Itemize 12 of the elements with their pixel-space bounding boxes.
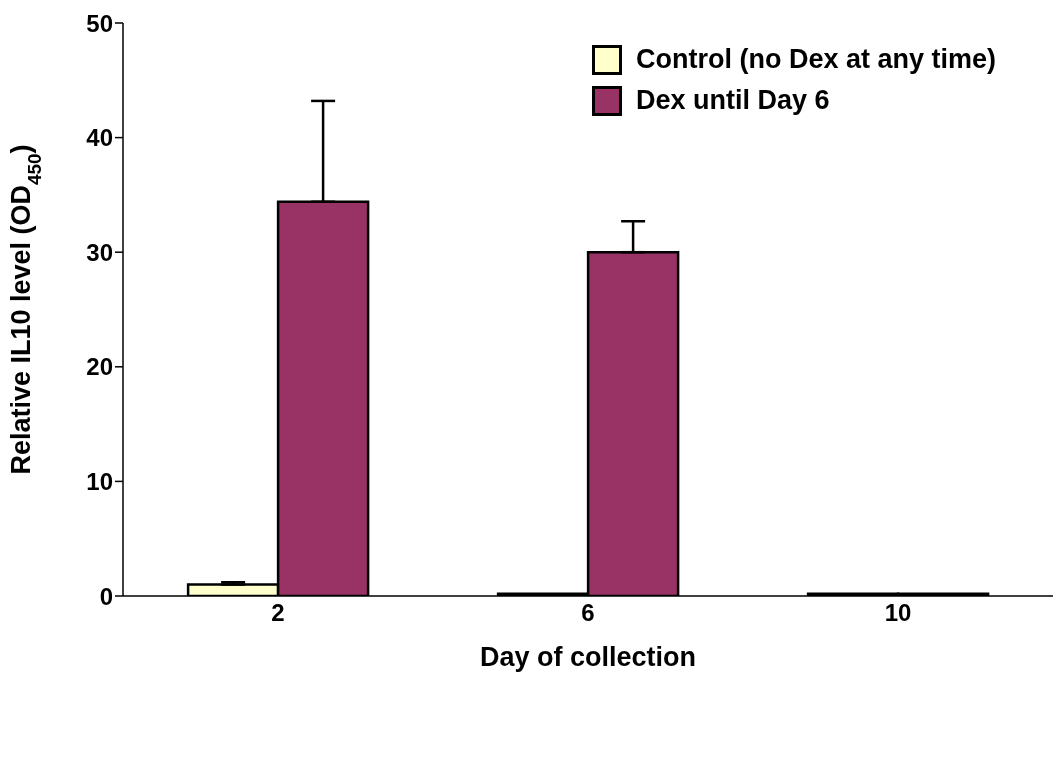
x-axis-title: Day of collection	[479, 642, 697, 672]
y-tick-label: 40	[86, 124, 113, 152]
legend-label: Control (no Dex at any time)	[635, 44, 996, 75]
x-tick-label: 6	[581, 599, 595, 627]
y-tick-label: 10	[86, 467, 113, 495]
y-tick-label: 0	[99, 582, 113, 610]
x-tick-label: 10	[884, 599, 912, 627]
x-tick-label: 2	[271, 599, 285, 627]
y-tick-label: 50	[86, 9, 113, 37]
legend-label: Dex until Day 6	[635, 85, 830, 116]
y-tick-label: 20	[86, 353, 113, 381]
y-tick-label: 30	[86, 238, 113, 266]
